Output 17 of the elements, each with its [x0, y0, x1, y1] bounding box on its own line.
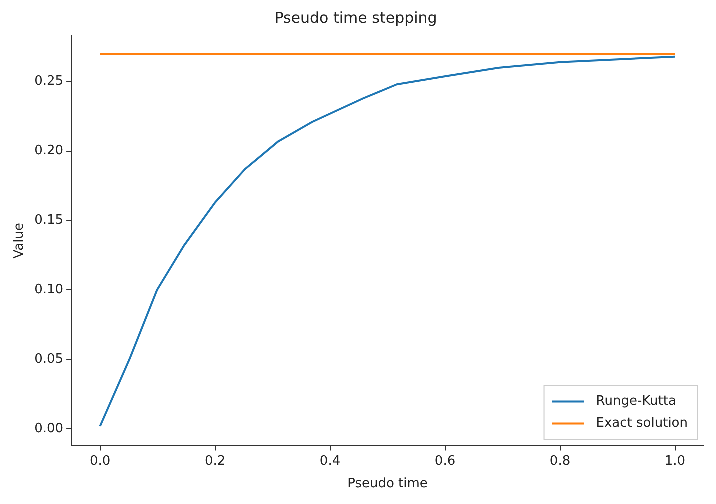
- legend-label: Exact solution: [596, 416, 688, 432]
- y-tick-label: 0.00: [34, 422, 64, 437]
- x-tick-label: 1.0: [664, 454, 686, 469]
- x-tick-label: 0.6: [434, 454, 456, 469]
- x-tick-label: 0.0: [90, 454, 111, 469]
- y-tick-label: 0.10: [34, 282, 64, 298]
- legend-label: Runge-Kutta: [596, 394, 676, 410]
- x-tick-label: 0.8: [550, 454, 571, 469]
- y-axis-title: Value: [12, 223, 28, 259]
- y-tick-label: 0.15: [34, 213, 64, 228]
- chart-title: Pseudo time stepping: [274, 8, 438, 27]
- x-axis-title: Pseudo time: [348, 476, 428, 492]
- x-tick-label: 0.2: [204, 454, 226, 469]
- y-tick-label: 0.20: [34, 144, 64, 159]
- x-tick-label: 0.4: [320, 454, 341, 469]
- y-tick-label: 0.05: [34, 352, 64, 368]
- y-tick-label: 0.25: [34, 74, 64, 90]
